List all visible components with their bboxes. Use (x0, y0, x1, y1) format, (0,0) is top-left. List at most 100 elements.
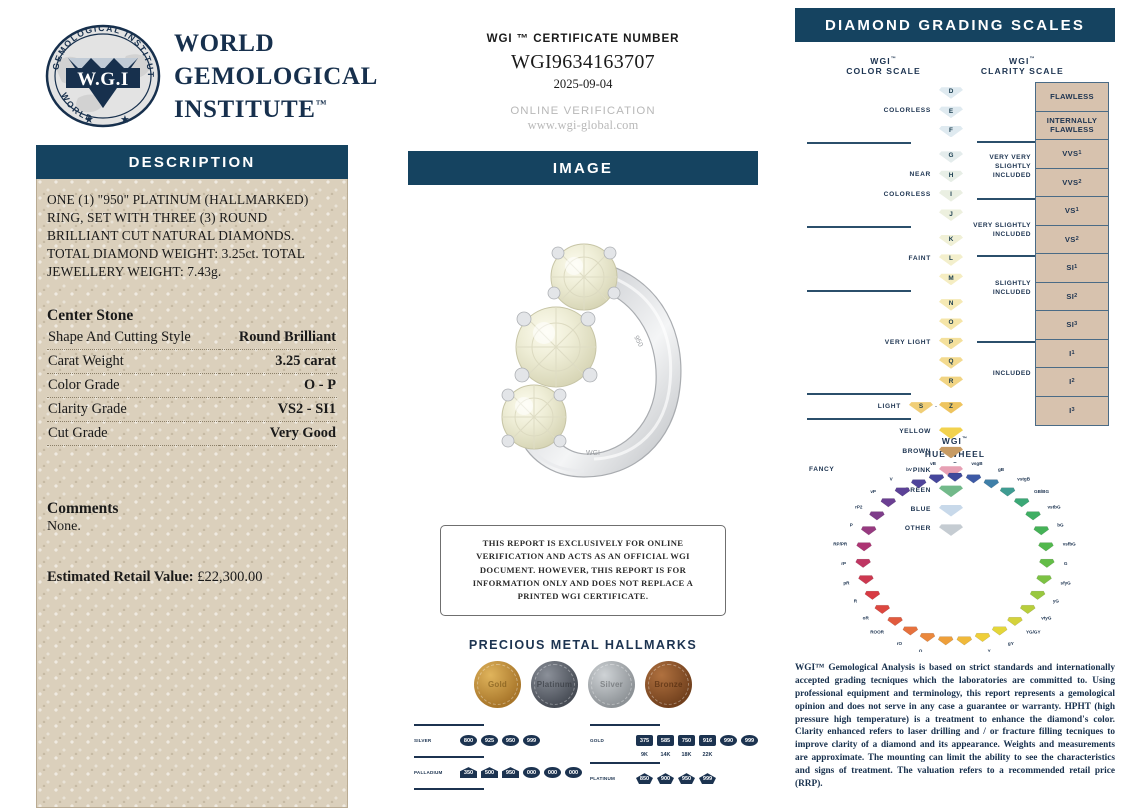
color-category: LIGHT (877, 402, 901, 410)
hallmark-mark: 950 (678, 773, 695, 785)
hallmark-mark: 950 (502, 767, 519, 779)
hue-label: vsgB (971, 462, 983, 466)
hallmark-mark: 000 (523, 767, 540, 779)
hue-label: sfyG (1061, 581, 1072, 586)
brand-logo: W.G.I GEMOLOGICAL INSTITUTE WORLD ★ ★ WO… (40, 16, 378, 129)
gemstone-icon (939, 464, 963, 478)
diamond-stone-center (514, 306, 598, 388)
karat-label: 9K (641, 751, 648, 758)
diamond-icon: F (939, 123, 963, 138)
right-column: DIAMOND GRADING SCALES WGI™ COLOR SCALE … (795, 0, 1115, 790)
hallmark-mark: 999 (699, 773, 716, 785)
fancy-row-pink: PINK (803, 461, 963, 480)
hue-label: P (850, 523, 853, 528)
hallmark-mark: 500 (481, 767, 498, 779)
hallmark-group-silver: SILVER 800 925 950 999 PALLADIUM 350 500… (414, 720, 582, 794)
divider (590, 723, 660, 726)
center-stone-heading: Center Stone (47, 306, 134, 324)
hue-gem-icon: rP (841, 559, 871, 569)
hallmark-mark: 999 (741, 735, 758, 747)
ring-photo: 950 WGI (408, 185, 758, 515)
verification-url[interactable]: www.wgi-global.com (527, 118, 639, 132)
hue-label: pR (843, 581, 850, 586)
diamond-icon: K (939, 232, 963, 247)
hue-gem-icon: R (854, 591, 881, 604)
hue-gem-icon: G (1039, 559, 1068, 569)
divider (807, 225, 911, 228)
color-row-s-z: LIGHT S - Z (803, 397, 963, 416)
color-row-h: NEAR H (803, 166, 963, 185)
hue-label: RP/PR (833, 542, 848, 547)
diamond-icon: D (939, 85, 963, 99)
hue-gem-icon: gY (991, 626, 1014, 646)
color-row-i: COLORLESS I (803, 185, 963, 204)
divider (807, 418, 911, 421)
clarity-cell-vvs2: VVS 2 (1036, 168, 1108, 197)
spec-label: Cut Grade (47, 421, 220, 446)
middle-column: WGI ™ CERTIFICATE NUMBER WGI9634163707 2… (408, 0, 758, 790)
hue-label: V (890, 477, 894, 482)
hue-label: oR (863, 616, 870, 621)
divider (414, 787, 484, 790)
description-body: ONE (1) "950" PLATINUM (HALLMARKED) RING… (36, 179, 348, 808)
divider (807, 142, 911, 145)
wgi-logo-icon: W.G.I GEMOLOGICAL INSTITUTE WORLD ★ ★ (40, 16, 162, 129)
hallmark-row-platinum: PLATINUM 850 900 950 999 (590, 768, 758, 790)
diamond-icon: E (939, 104, 963, 119)
spec-value: O - P (219, 373, 337, 398)
fancy-group: FANCY YELLOW BROWN PINK GREEN (803, 422, 963, 538)
retail-value-row: Estimated Retail Value: £22,300.00 (47, 569, 337, 586)
certificate-number: WGI9634163707 (511, 51, 655, 73)
hallmark-mark: 999 (523, 735, 540, 747)
color-row-r: R (803, 371, 963, 390)
clarity-categories: VERY VERY SLIGHTLY INCLUDED VERY SLIGHTL… (973, 82, 1035, 426)
hue-label: GB/BG (1034, 489, 1049, 494)
hallmark-table: SILVER 800 925 950 999 PALLADIUM 350 500… (408, 720, 758, 794)
fancy-row-yellow: YELLOW (803, 422, 963, 441)
hue-label: B (953, 462, 957, 464)
divider (807, 392, 911, 395)
spec-value: 3.25 carat (219, 349, 337, 374)
color-row-m: M (803, 269, 963, 288)
color-row-d: D (803, 82, 963, 101)
clarity-category: INCLUDED (992, 370, 1031, 377)
grading-scales-band-title: DIAMOND GRADING SCALES (795, 8, 1115, 42)
hallmark-metal-label: PALLADIUM (414, 770, 443, 776)
clarity-grade-column: FLAWLESS INTERNALLY FLAWLESS VVS 1 VVS 2 V… (1035, 82, 1109, 426)
table-row: Color Grade O - P (47, 373, 337, 398)
hue-gem-icon: vstbG (1025, 505, 1061, 521)
clarity-cell-vs1: VS 1 (1036, 197, 1108, 226)
karat-label: 18K (681, 751, 692, 758)
hallmark-metal-label: SILVER (414, 738, 432, 744)
brand-wordmark: WORLD GEMOLOGICAL INSTITUTE™ (174, 27, 378, 126)
table-row: Carat Weight 3.25 carat (47, 349, 337, 374)
hallmark-metal-label: GOLD (590, 738, 605, 744)
hallmark-mark: 000 (565, 767, 582, 779)
svg-text:950: 950 (632, 335, 644, 349)
hallmark-mark: 850 (636, 773, 653, 785)
color-row-g: G (803, 146, 963, 165)
hue-gem-icon: sfyG (1036, 575, 1072, 586)
hue-gem-icon: vtyG (1019, 605, 1052, 621)
color-row-p: VERY LIGHT P (803, 333, 963, 352)
hue-gem-icon: YG/GY (1007, 617, 1041, 635)
hue-gem-icon: Yo (937, 636, 954, 658)
karat-label: 22K (702, 751, 713, 758)
hue-gem-icon: vsfbG (1038, 542, 1076, 552)
clarity-category: VERY VERY SLIGHTLY INCLUDED (989, 154, 1031, 179)
clarity-cell-si1: SI 1 (1036, 254, 1108, 283)
hallmark-row-silver: SILVER 800 925 950 999 (414, 730, 582, 752)
hallmark-metal-label: PLATINUM (590, 776, 615, 782)
fancy-row-green: GREEN (803, 480, 963, 499)
svg-text:★: ★ (120, 114, 130, 126)
clarity-cell-si2: SI 2 (1036, 282, 1108, 311)
clarity-category: VERY SLIGHTLY INCLUDED (973, 222, 1031, 238)
brand-line-1: WORLD (174, 30, 275, 57)
spec-label: Carat Weight (47, 349, 220, 374)
diamond-icon: N (939, 297, 963, 311)
hue-label: bG (1057, 523, 1064, 528)
